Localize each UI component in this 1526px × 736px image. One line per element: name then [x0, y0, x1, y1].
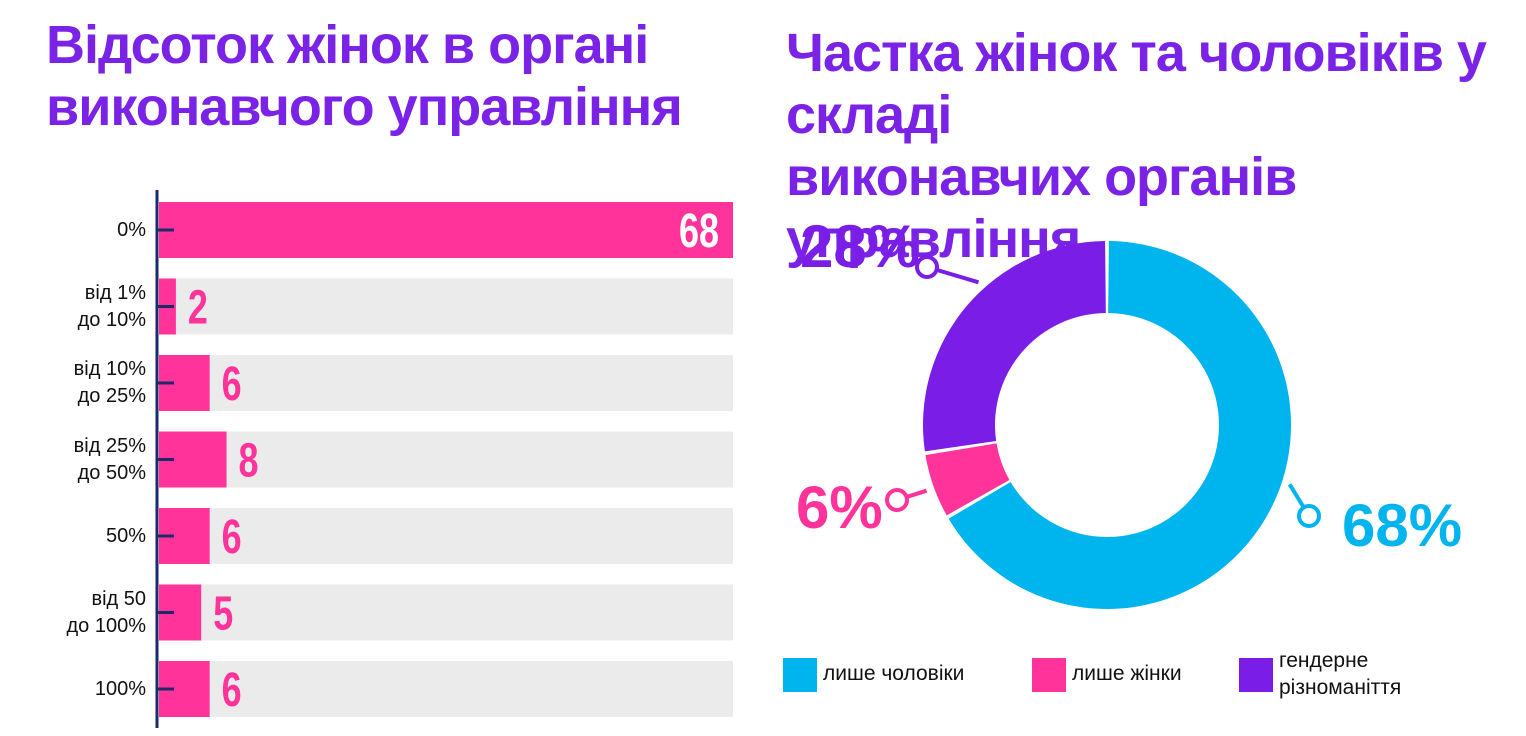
bar-value-label: 6 — [222, 511, 242, 564]
donut-slice-diversity — [923, 241, 1106, 452]
bar-row: 2 — [157, 278, 733, 335]
bar-category-label: від 10% до 25% — [20, 356, 146, 410]
bar-track — [159, 508, 733, 564]
bar-track — [159, 584, 733, 641]
bar-chart: 0% від 1% до 10% від 10% до 25% від 25% до 50%… — [0, 185, 760, 733]
bar-track — [159, 355, 733, 411]
bar — [159, 202, 733, 258]
callout-leader-line — [936, 268, 980, 285]
legend-label: лише жінки — [1072, 660, 1182, 687]
diversity-percent-label: 28% — [800, 213, 921, 280]
bar-row: 6 — [157, 661, 733, 717]
bar-value-label: 68 — [679, 205, 719, 258]
legend-label: гендерне різноманіття — [1279, 647, 1401, 701]
legend-label-line: гендерне — [1279, 649, 1369, 672]
bar-category-label: від 25% до 50% — [20, 433, 146, 487]
bar-category-label: від 50 до 100% — [20, 586, 146, 640]
donut-chart-title-line-1: Частка жінок та чоловіків у складі — [786, 23, 1487, 145]
legend-label: лише чоловіки — [823, 660, 964, 687]
bar-category-label-line: від 1% — [84, 281, 146, 304]
legend-swatch — [1239, 658, 1273, 692]
bar-category-label-line: 50% — [105, 524, 146, 547]
callout-marker — [1297, 504, 1321, 528]
men-only-percent-label: 68% — [1342, 492, 1463, 559]
legend-swatch — [1032, 658, 1066, 692]
bar-category-label-line: до 50% — [77, 461, 146, 484]
women-only-percent-label: 6% — [796, 474, 883, 541]
bar-category-label-line: 100% — [94, 677, 146, 700]
bar-category-label-line: до 25% — [77, 385, 146, 407]
callout-marker — [915, 255, 939, 279]
legend-label-line: лише жінки — [1072, 662, 1182, 685]
bar-category-label-line: від 50 — [91, 587, 146, 610]
bar-value-label: 8 — [239, 435, 259, 488]
legend-label-line: різноманіття — [1279, 676, 1402, 699]
legend-swatch — [783, 658, 817, 692]
legend-label-line: лише чоловіки — [823, 662, 965, 685]
callout-leader-line — [906, 488, 928, 499]
bar-row: 6 — [157, 508, 733, 564]
bar-category-label: від 1% до 10% — [20, 280, 146, 334]
bar-track — [159, 431, 733, 488]
bar-row: 8 — [157, 431, 733, 488]
donut-slice-women-only — [925, 443, 1010, 516]
donut-chart-title: Частка жінок та чоловіків у складі викон… — [786, 22, 1506, 270]
bar-row: 6 — [157, 355, 733, 411]
bar-category-label-line: від 10% — [73, 358, 146, 380]
bar-chart-title-line-1: Відсоток жінок в органі — [46, 15, 649, 75]
donut-slice-men-only — [948, 241, 1291, 610]
bar-category-label-line: від 25% — [73, 434, 146, 457]
bar-value-label: 6 — [222, 358, 242, 411]
bar-value-label: 5 — [213, 588, 233, 641]
callout-leader-line — [1287, 483, 1305, 508]
bar-category-label-line: до 10% — [77, 308, 146, 331]
bar-category-label-line: до 100% — [66, 614, 146, 637]
bar-track — [159, 661, 733, 717]
bar-chart-title-line-2: виконавчого управління — [46, 77, 683, 137]
bar-category-label: 100% — [20, 676, 146, 703]
bar-row: 5 — [157, 584, 733, 641]
bar-track — [159, 278, 733, 335]
bar-value-label: 2 — [188, 282, 208, 335]
bar-category-label: 0% — [20, 217, 146, 244]
bar-category-label: 50% — [20, 523, 146, 550]
bar-value-label: 6 — [222, 664, 242, 717]
donut-chart — [885, 241, 1321, 610]
callout-marker — [885, 488, 909, 512]
bar-chart-title: Відсоток жінок в органі виконавчого упра… — [46, 14, 686, 138]
bar-row: 68 — [157, 202, 733, 258]
bar-category-label-line: 0% — [117, 218, 146, 241]
